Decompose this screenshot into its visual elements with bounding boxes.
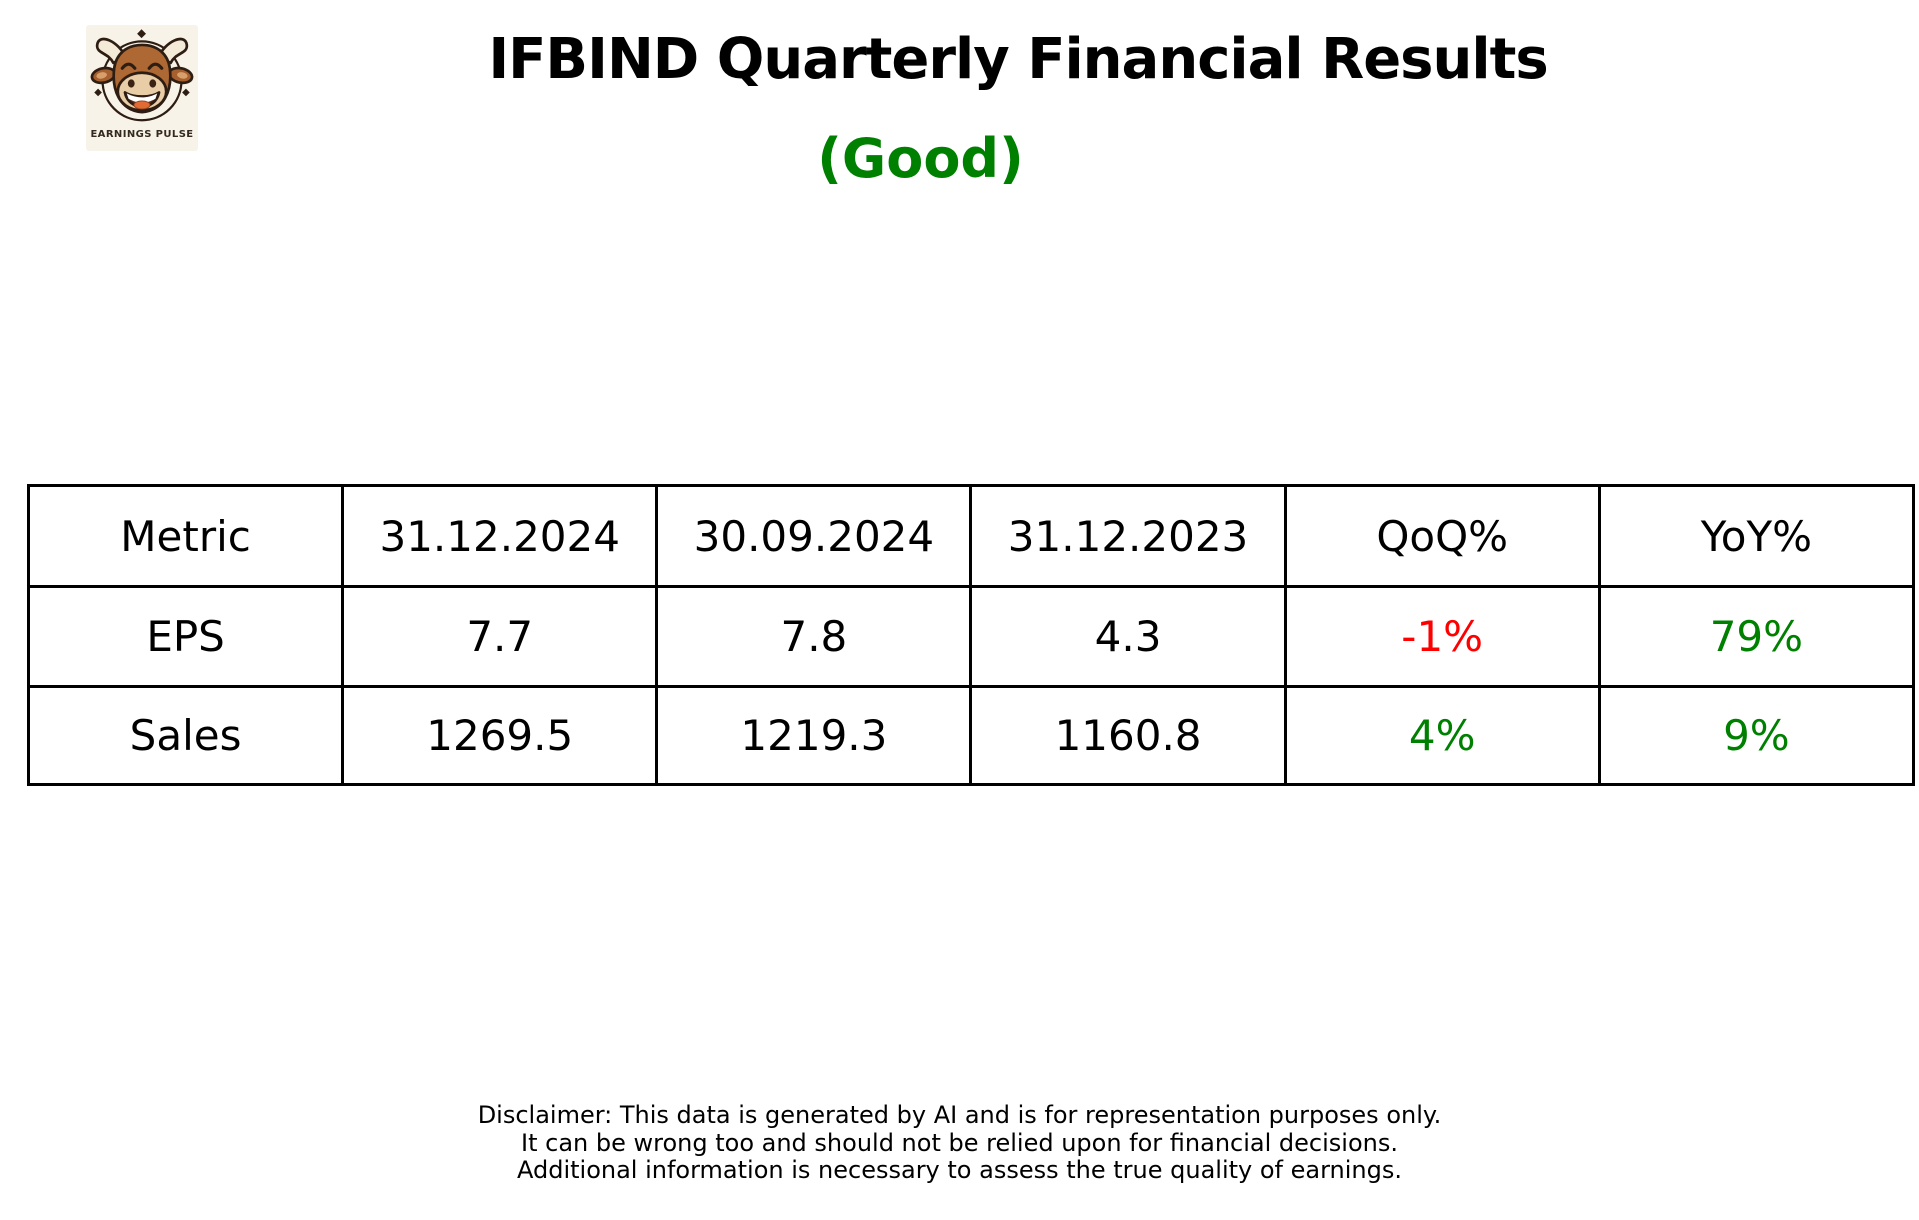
eps-metric-cell: EPS	[26, 585, 345, 688]
brand-name: EARNINGS PULSE	[90, 129, 194, 140]
disclaimer-line-2: It can be wrong too and should not be re…	[521, 1128, 1398, 1157]
sales-q-current: 1269.5	[341, 685, 659, 786]
eps-yoy-cell: 79%	[1597, 585, 1916, 688]
brand-logo: EARNINGS PULSE	[86, 25, 198, 151]
disclaimer: Disclaimer: This data is generated by AI…	[0, 1101, 1919, 1185]
sales-q-yearago: 1160.8	[969, 685, 1287, 786]
col-header-31-12-2024: 31.12.2024	[341, 484, 659, 588]
disclaimer-line-3: Additional information is necessary to a…	[516, 1156, 1402, 1184]
table-row-sales: Sales 1269.5 1219.3 1160.8 4% 9%	[26, 685, 1916, 786]
page-title: IFBIND Quarterly Financial Results	[488, 27, 1548, 92]
eps-qoq-cell: -1%	[1283, 585, 1601, 688]
eps-q-yearago: 4.3	[969, 585, 1287, 688]
disclaimer-line-1: Disclaimer: This data is generated by AI…	[477, 1101, 1442, 1129]
col-header-31-12-2023: 31.12.2023	[969, 484, 1287, 588]
table-row-eps: EPS 7.7 7.8 4.3 -1% 79%	[26, 585, 1916, 688]
laughing-bull-icon	[90, 29, 194, 122]
eps-q-previous: 7.8	[655, 585, 973, 688]
table-header-row: Metric 31.12.2024 30.09.2024 31.12.2023 …	[26, 484, 1916, 588]
col-header-qoq: QoQ%	[1283, 484, 1601, 588]
sales-yoy-cell: 9%	[1597, 685, 1916, 786]
sales-metric-cell: Sales	[26, 685, 345, 786]
col-header-yoy: YoY%	[1597, 484, 1916, 588]
verdict-label: (Good)	[817, 127, 1024, 190]
results-table: Metric 31.12.2024 30.09.2024 31.12.2023 …	[26, 484, 1916, 786]
sales-qoq-cell: 4%	[1283, 685, 1601, 786]
col-header-30-09-2024: 30.09.2024	[655, 484, 973, 588]
eps-q-current: 7.7	[341, 585, 659, 688]
col-header-metric: Metric	[26, 484, 345, 588]
sales-q-previous: 1219.3	[655, 685, 973, 786]
